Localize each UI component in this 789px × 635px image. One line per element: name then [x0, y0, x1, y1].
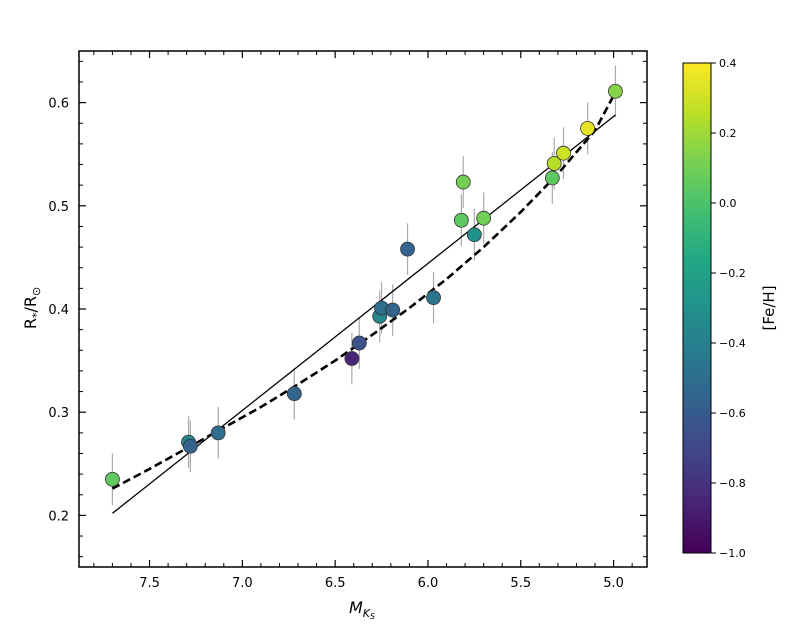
data-point — [105, 471, 120, 487]
y-axis-label-sun: ⊙ — [30, 287, 43, 296]
data-point — [546, 156, 562, 171]
colorbar-tick-label: −0.4 — [719, 337, 746, 350]
y-tick-label: 0.5 — [48, 200, 69, 215]
colorbar — [682, 62, 712, 554]
x-axis-label-sub: K — [363, 607, 371, 620]
data-point — [286, 386, 302, 402]
x-axis-label-subsub: S — [370, 612, 375, 621]
y-axis-label-star: * — [30, 312, 43, 318]
colorbar-ticks: −1.0 −0.8 −0.6 −0.4 −0.2 0.0 0.2 0.4 — [711, 57, 746, 560]
data-point — [351, 335, 367, 351]
x-tick-label: 7.0 — [232, 576, 253, 591]
colorbar-tick-label: −0.8 — [719, 477, 746, 490]
y-tick-label: 0.6 — [48, 97, 69, 112]
x-tick-label: 5.0 — [603, 576, 624, 591]
data-point — [608, 83, 623, 99]
data-point — [210, 425, 226, 441]
colorbar-tick-label: −0.2 — [719, 267, 746, 280]
x-axis-label-base: M — [349, 598, 363, 617]
data-point — [453, 212, 469, 228]
data-point — [455, 174, 471, 190]
linear-fit-line — [112, 114, 616, 514]
x-tick-label: 5.5 — [510, 576, 531, 591]
data-point — [426, 290, 441, 306]
plot-frame — [78, 50, 648, 568]
data-point — [182, 438, 198, 454]
colorbar-tick-label: 0.2 — [719, 127, 737, 140]
data-point — [344, 351, 360, 366]
data-point — [476, 210, 492, 226]
polynomial-fit-line — [111, 91, 617, 490]
x-axis-label: MKS — [349, 598, 375, 621]
data-point — [556, 145, 571, 161]
y-tick-label: 0.4 — [48, 303, 69, 318]
y-axis-label-main: R — [21, 318, 40, 329]
data-point — [580, 120, 596, 136]
axes: 7.5 7.0 6.5 6.0 5.5 5.0 0.2 0.3 0.4 0.5 0.6 — [48, 50, 648, 591]
colorbar-tick-label: −1.0 — [719, 547, 746, 560]
data-point — [544, 170, 560, 186]
data-point — [466, 227, 482, 243]
y-axis-label-sep: /R — [21, 296, 40, 313]
y-tick-label: 0.2 — [48, 509, 69, 524]
x-tick-label: 7.5 — [139, 576, 160, 591]
x-tick-label: 6.0 — [418, 576, 439, 591]
data-points — [105, 83, 623, 487]
colorbar-tick-label: −0.6 — [719, 407, 746, 420]
data-point — [385, 302, 401, 318]
y-tick-label: 0.3 — [48, 406, 69, 421]
data-point — [400, 241, 415, 257]
y-axis-label: R*/R⊙ — [21, 287, 43, 329]
colorbar-tick-label: 0.4 — [719, 57, 737, 70]
colorbar-label: [Fe/H] — [760, 285, 778, 330]
x-tick-label: 6.5 — [325, 576, 346, 591]
colorbar-tick-label: 0.0 — [719, 197, 737, 210]
